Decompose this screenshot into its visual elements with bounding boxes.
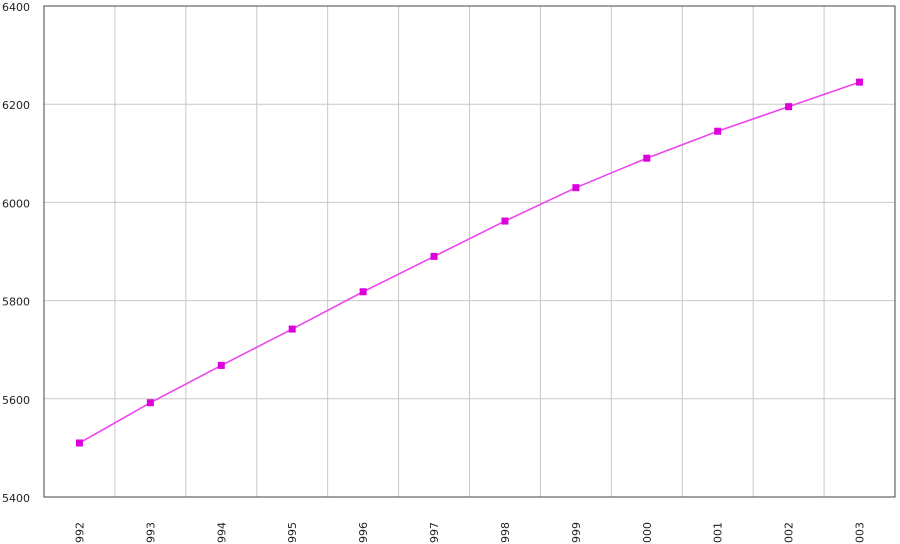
data-point-marker bbox=[288, 325, 296, 333]
data-point-marker bbox=[75, 439, 83, 447]
x-tick-label: 2003 bbox=[854, 522, 867, 544]
plot-border bbox=[43, 5, 896, 498]
y-tick-label: 5600 bbox=[2, 394, 30, 407]
grid bbox=[44, 5, 895, 498]
y-tick-label: 6000 bbox=[2, 197, 30, 210]
data-point-marker bbox=[146, 399, 154, 407]
x-tick-label: 1992 bbox=[73, 522, 86, 544]
data-point-marker bbox=[359, 288, 367, 296]
y-tick-label: 6200 bbox=[2, 99, 30, 112]
x-tick-label: 2001 bbox=[712, 522, 725, 544]
series-line bbox=[79, 81, 860, 444]
data-point-marker bbox=[501, 217, 509, 225]
x-tick-label: 2002 bbox=[783, 522, 796, 544]
x-tick-label: 1993 bbox=[144, 522, 157, 544]
data-point-marker bbox=[430, 252, 438, 260]
x-tick-label: 1995 bbox=[286, 522, 299, 544]
x-axis: 1992 1993 1994 1995 1996 1997 1998 1999 2000 2001… bbox=[73, 522, 866, 544]
data-point-marker bbox=[572, 184, 580, 192]
x-tick-label: 1998 bbox=[499, 522, 512, 544]
x-tick-label: 1996 bbox=[357, 522, 370, 544]
data-point-marker bbox=[217, 361, 225, 369]
y-tick-label: 5800 bbox=[2, 296, 30, 309]
y-tick-label: 6400 bbox=[2, 1, 30, 14]
x-tick-label: 1999 bbox=[570, 522, 583, 544]
data-point-marker bbox=[856, 78, 864, 86]
x-tick-label: 1994 bbox=[215, 522, 228, 544]
data-point-marker bbox=[643, 154, 651, 162]
x-tick-label: 2000 bbox=[641, 522, 654, 544]
data-point-marker bbox=[714, 127, 722, 135]
series bbox=[75, 78, 864, 447]
plot-frame bbox=[43, 5, 896, 498]
y-tick-label: 5400 bbox=[2, 492, 30, 505]
x-tick-label: 1997 bbox=[428, 522, 441, 544]
data-point-marker bbox=[785, 103, 793, 111]
y-axis: 5400 5600 5800 6000 6200 6400 bbox=[2, 1, 30, 505]
